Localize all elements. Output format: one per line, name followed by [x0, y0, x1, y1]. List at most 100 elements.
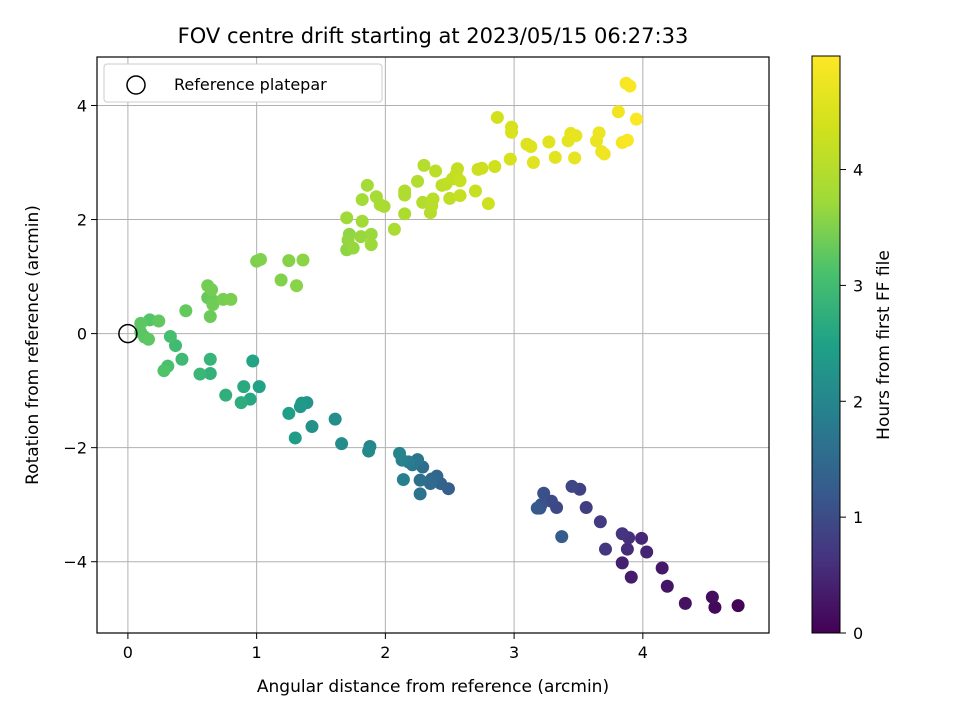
data-point [453, 189, 467, 203]
data-point [203, 367, 217, 381]
data-point [426, 192, 440, 206]
data-point [203, 309, 217, 323]
colorbar-tick-label: 4 [853, 161, 863, 180]
data-point [282, 406, 296, 420]
colorbar-tick-label: 2 [853, 392, 863, 411]
data-point [152, 314, 166, 328]
data-point [468, 184, 482, 198]
data-point [635, 531, 649, 545]
data-point [623, 79, 637, 93]
data-point [364, 238, 378, 252]
y-axis-label: Rotation from reference (arcmin) [23, 205, 43, 485]
data-point [157, 364, 171, 378]
data-point [346, 241, 360, 255]
data-point [568, 151, 582, 165]
data-point [708, 600, 722, 614]
data-point [629, 112, 643, 126]
data-point [203, 352, 217, 366]
data-point [398, 184, 412, 198]
data-point [237, 380, 251, 394]
y-tick-label: 4 [77, 96, 87, 115]
data-point [490, 110, 504, 124]
data-point [592, 126, 606, 140]
data-point [206, 298, 220, 312]
data-point [335, 437, 349, 451]
data-point [615, 527, 629, 541]
data-point [134, 316, 148, 330]
data-point [593, 515, 607, 529]
x-tick-label: 3 [509, 643, 519, 662]
colorbar-tick-label: 0 [853, 624, 863, 643]
data-point [274, 273, 288, 287]
legend-label: Reference platepar [174, 75, 327, 94]
data-point [296, 253, 310, 267]
data-point [163, 329, 177, 343]
legend-marker [126, 75, 146, 95]
data-point [537, 486, 551, 500]
data-point [340, 211, 354, 225]
data-point [328, 412, 342, 426]
data-point [393, 446, 407, 460]
data-point [364, 227, 378, 241]
colorbar: 0 1 2 3 4 Hours from first FF file [811, 55, 894, 643]
colorbar-tick-label: 3 [853, 276, 863, 295]
data-point [488, 159, 502, 173]
data-point [599, 542, 613, 556]
data-point [290, 279, 304, 293]
data-point [443, 191, 457, 205]
y-tick-label: 0 [77, 325, 87, 344]
data-point [429, 164, 443, 178]
data-point [423, 477, 437, 491]
legend-box [103, 63, 383, 103]
colorbar-gradient [811, 55, 841, 634]
data-point [555, 530, 569, 544]
data-point [655, 561, 669, 575]
data-point [234, 396, 248, 410]
data-point [288, 431, 302, 445]
data-point [481, 197, 495, 211]
data-point [282, 254, 296, 268]
reference-point [118, 323, 138, 344]
data-point [362, 444, 376, 458]
data-point [355, 214, 369, 228]
data-point [205, 283, 219, 297]
data-point [417, 158, 431, 172]
data-point [396, 473, 410, 487]
data-point [252, 380, 266, 394]
x-axis-label: Angular distance from reference (arcmin) [257, 677, 609, 697]
data-point [193, 367, 207, 381]
data-point [413, 487, 427, 501]
data-point [360, 178, 374, 192]
colorbar-label: Hours from first FF file [874, 250, 894, 440]
data-point [615, 556, 629, 570]
legend: Reference platepar [103, 63, 383, 103]
data-point [219, 388, 233, 402]
data-point [526, 156, 540, 170]
data-point [678, 596, 692, 610]
data-point [524, 140, 538, 154]
data-point [569, 129, 583, 143]
data-point [253, 252, 267, 266]
data-point [224, 292, 238, 306]
data-point [705, 590, 719, 604]
data-point [475, 161, 489, 175]
data-point [620, 542, 634, 556]
data-point [542, 135, 556, 149]
data-point [293, 400, 307, 414]
data-point [141, 332, 155, 346]
data-point [387, 222, 401, 236]
x-tick-label: 4 [638, 643, 648, 662]
data-points [134, 76, 745, 614]
data-point [548, 150, 562, 164]
data-point [660, 579, 674, 593]
data-point [565, 479, 579, 493]
data-point [305, 420, 319, 434]
data-point [640, 545, 654, 559]
y-tick-label: −2 [63, 439, 87, 458]
x-tick-label: 1 [252, 643, 262, 662]
x-axis-ticks: 0 1 2 3 4 [123, 633, 648, 662]
x-tick-label: 2 [380, 643, 390, 662]
data-point [503, 152, 517, 166]
chart-title: FOV centre drift starting at 2023/05/15 … [178, 24, 689, 48]
